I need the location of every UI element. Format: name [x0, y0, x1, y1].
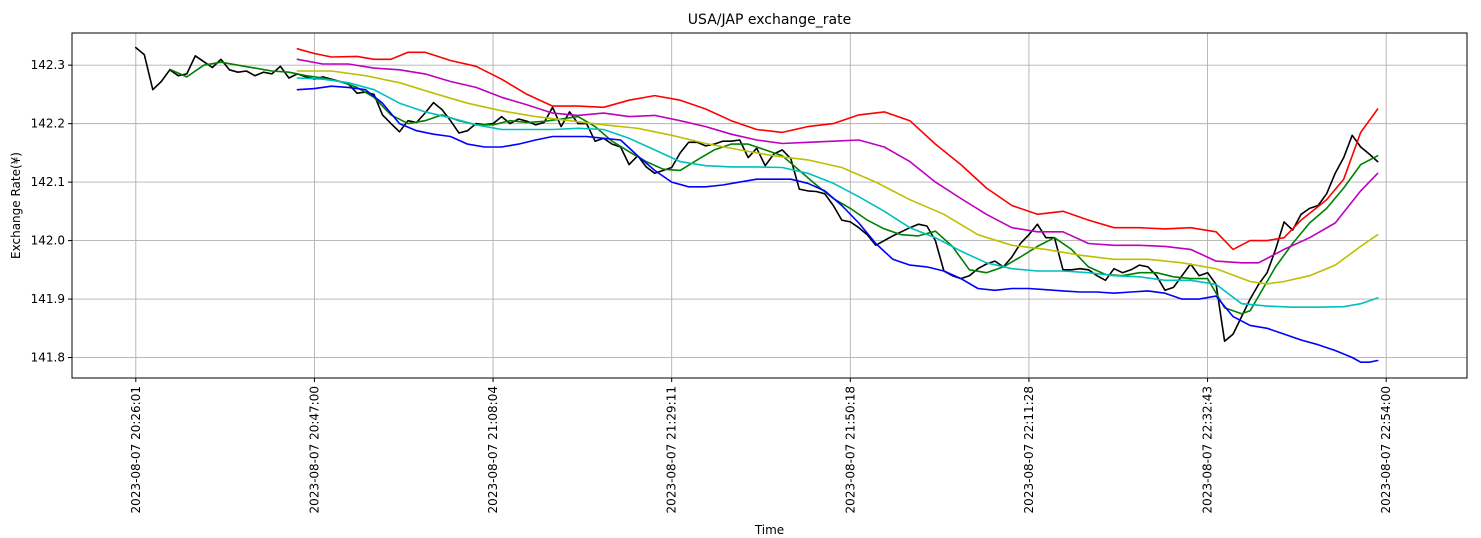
series-line-red: [296, 48, 1379, 251]
series-line-yellow: [296, 70, 1379, 285]
y-tick-label: 142.0: [31, 234, 65, 248]
y-axis-ticks: 141.8 141.9 142.0 142.1 142.2 142.3: [31, 58, 72, 365]
y-axis-label: Exchange Rate(¥): [9, 152, 23, 259]
y-tick-label: 142.1: [31, 175, 65, 189]
x-tick-label: 2023-08-07 21:50:18: [843, 386, 857, 513]
series-line-cyan: [296, 77, 1379, 308]
x-tick-label: 2023-08-07 22:11:28: [1022, 386, 1036, 513]
series-line-blue: [296, 85, 1379, 363]
x-tick-label: 2023-08-07 21:29:11: [665, 386, 679, 513]
x-axis-ticks: 2023-08-07 20:26:01 2023-08-07 20:47:00 20…: [129, 378, 1393, 513]
x-tick-label: 2023-08-07 22:32:43: [1201, 386, 1215, 513]
grid-lines: [72, 33, 1467, 378]
x-axis-label: Time: [754, 523, 784, 537]
x-tick-label: 2023-08-07 22:54:00: [1379, 386, 1393, 513]
y-tick-label: 141.9: [31, 292, 65, 306]
chart-title: USA/JAP exchange_rate: [688, 12, 851, 28]
y-tick-label: 142.2: [31, 117, 65, 131]
x-tick-label: 2023-08-07 20:47:00: [307, 386, 321, 513]
x-tick-label: 2023-08-07 21:08:04: [486, 386, 500, 513]
series-lines: [135, 46, 1379, 363]
y-tick-label: 142.3: [31, 58, 65, 72]
y-tick-label: 141.8: [31, 351, 65, 365]
series-line-magenta: [296, 58, 1379, 264]
plot-frame: [71, 32, 1468, 379]
x-tick-label: 2023-08-07 20:26:01: [129, 386, 143, 513]
